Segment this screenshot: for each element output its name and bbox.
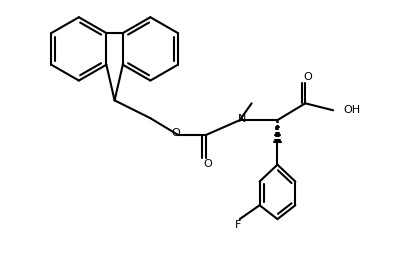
Text: O: O [303, 72, 312, 81]
Text: OH: OH [343, 105, 360, 115]
Text: O: O [204, 159, 212, 169]
Text: N: N [238, 114, 246, 124]
Text: F: F [234, 220, 241, 230]
Text: O: O [172, 128, 180, 138]
